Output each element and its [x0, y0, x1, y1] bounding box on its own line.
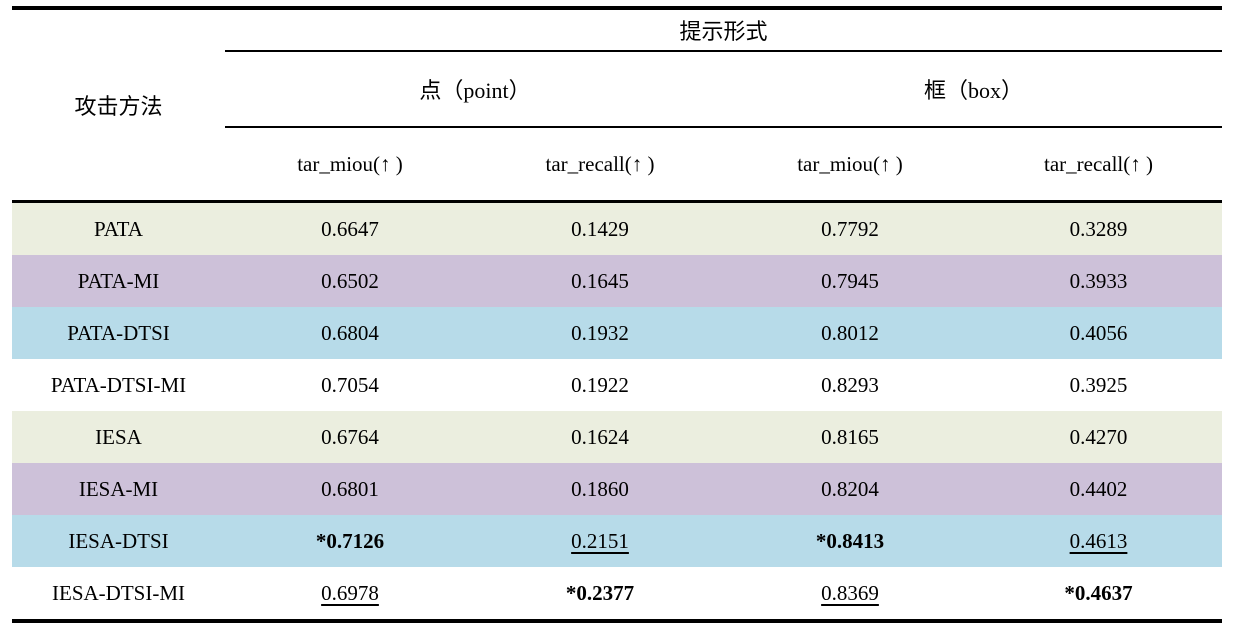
metric-value: 0.1624 [571, 424, 629, 449]
table-row: PATA-DTSI-MI 0.7054 0.1922 0.8293 0.3925 [12, 359, 1222, 411]
metric-value: 0.6804 [321, 320, 379, 345]
table-row: PATA-MI 0.6502 0.1645 0.7945 0.3933 [12, 255, 1222, 307]
metric-value: 0.6801 [321, 476, 379, 501]
metric-header-point-miou: tar_miou(↑ ) [297, 151, 403, 176]
metric-value: 0.1922 [571, 372, 629, 397]
metric-value: 0.4613 [1069, 528, 1128, 553]
metric-value: 0.6978 [321, 580, 379, 605]
metric-value: 0.8293 [821, 372, 879, 397]
metric-header-box-recall: tar_recall(↑ ) [1043, 151, 1153, 176]
group-header-row: 点（point） 框（box） [225, 52, 1222, 128]
metric-value: 0.3933 [1069, 268, 1128, 293]
metric-value: 0.6647 [321, 216, 379, 241]
method-cell: IESA-DTSI [68, 528, 169, 553]
metric-value: 0.4402 [1069, 476, 1128, 501]
results-table: 攻击方法 提示形式 点（point） 框（box） tar_miou(↑ ) t… [12, 6, 1222, 623]
table-header: 攻击方法 提示形式 点（point） 框（box） tar_miou(↑ ) t… [12, 10, 1222, 203]
group-point-header: 点（point） [419, 78, 531, 103]
metric-value: 0.1645 [571, 268, 629, 293]
metric-value: 0.8204 [821, 476, 879, 501]
table-row: PATA-DTSI 0.6804 0.1932 0.8012 0.4056 [12, 307, 1222, 359]
metric-value: 0.1429 [571, 216, 629, 241]
metric-header-box-miou: tar_miou(↑ ) [797, 151, 903, 176]
metric-value: 0.3289 [1069, 216, 1128, 241]
metric-value: 0.8369 [821, 580, 879, 605]
method-cell: PATA-DTSI [67, 320, 170, 345]
table-row: IESA-DTSI *0.7126 0.2151 *0.8413 0.4613 [12, 515, 1222, 567]
metric-value: 0.8165 [821, 424, 879, 449]
method-cell: PATA-DTSI-MI [50, 372, 187, 397]
metric-value: 0.7054 [321, 372, 379, 397]
table-row: PATA 0.6647 0.1429 0.7792 0.3289 [12, 203, 1222, 255]
table-row: IESA-DTSI-MI 0.6978 *0.2377 0.8369 *0.46… [12, 567, 1222, 619]
metric-value: 0.1932 [571, 320, 629, 345]
metric-value: *0.7126 [315, 528, 385, 553]
method-cell: PATA-MI [77, 268, 160, 293]
metric-value: 0.3925 [1069, 372, 1128, 397]
metric-value: 0.2151 [571, 528, 629, 553]
metric-value: 0.4056 [1069, 320, 1128, 345]
metric-value: *0.2377 [565, 580, 635, 605]
method-cell: IESA [95, 424, 142, 449]
metric-value: 0.7792 [821, 216, 879, 241]
prompt-form-section: 提示形式 点（point） 框（box） tar_miou(↑ ) tar_re… [225, 10, 1222, 200]
metric-value: 0.1860 [571, 476, 629, 501]
metric-value: 0.4270 [1069, 424, 1128, 449]
metric-value: 0.7945 [821, 268, 879, 293]
metric-value: 0.6502 [321, 268, 379, 293]
table-row: IESA 0.6764 0.1624 0.8165 0.4270 [12, 411, 1222, 463]
metric-value: 0.6764 [321, 424, 379, 449]
method-cell: IESA-DTSI-MI [52, 580, 185, 605]
method-cell: IESA-MI [78, 476, 159, 501]
metric-value: *0.4637 [1064, 580, 1133, 605]
attack-method-header: 攻击方法 [74, 94, 163, 119]
group-box-header: 框（box） [923, 78, 1023, 103]
prompt-form-header: 提示形式 [225, 10, 1222, 52]
metric-value: *0.8413 [815, 528, 885, 553]
table-row: IESA-MI 0.6801 0.1860 0.8204 0.4402 [12, 463, 1222, 515]
method-cell: PATA [94, 216, 143, 241]
metric-header-row: tar_miou(↑ ) tar_recall(↑ ) tar_miou(↑ )… [225, 128, 1222, 200]
metric-header-point-recall: tar_recall(↑ ) [545, 151, 655, 176]
metric-value: 0.8012 [821, 320, 879, 345]
